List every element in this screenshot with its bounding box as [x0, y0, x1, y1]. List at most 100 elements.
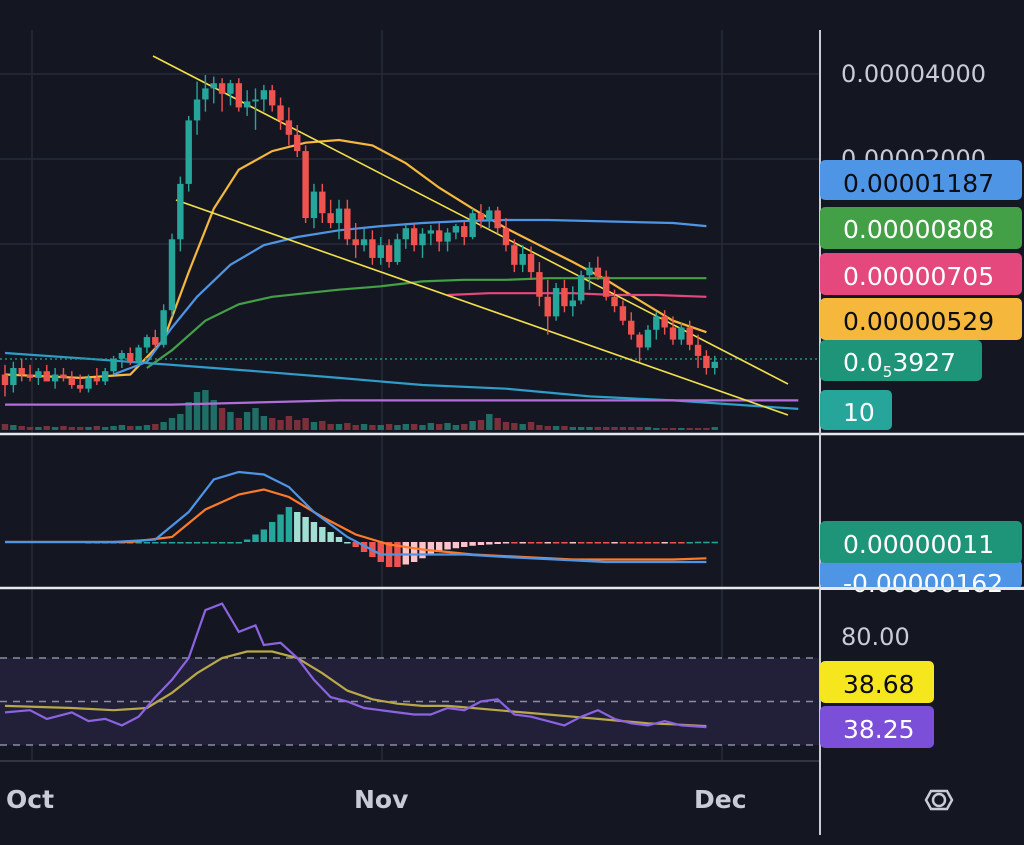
candle-body	[377, 245, 384, 258]
candle-body	[669, 327, 677, 340]
volume-bar	[486, 414, 493, 430]
candle-body	[569, 300, 576, 307]
candle-body	[686, 327, 693, 345]
volume-bar	[436, 424, 443, 430]
macd-histogram-bar	[469, 542, 476, 546]
volume-bar	[118, 425, 126, 430]
candle-body	[644, 329, 652, 348]
macd-histogram-bar	[427, 542, 435, 555]
macd-pane	[5, 470, 718, 567]
macd-histogram-bar	[511, 542, 518, 544]
candle-body	[177, 183, 184, 240]
candle-body	[335, 208, 343, 224]
candle-body	[152, 337, 159, 345]
last-price-suffix: 3927	[892, 348, 956, 377]
candle-body	[43, 371, 50, 382]
last-price-prefix: 0.0	[843, 348, 883, 377]
macd-histogram-bar	[269, 522, 276, 542]
macd-tag-blue-text: -0.00000162	[843, 569, 1003, 598]
settings-center	[931, 792, 947, 808]
candle-body	[653, 316, 660, 330]
candle-body	[360, 239, 368, 246]
macd-histogram-bar	[519, 542, 526, 544]
volume-tag-bg	[820, 390, 892, 430]
date-label-dec: Dec	[694, 785, 747, 814]
macd-histogram-bar	[544, 542, 551, 544]
macd-histogram-bar	[344, 542, 351, 544]
volume-bar	[193, 392, 201, 430]
macd-tag-green-text: 0.00000011	[843, 530, 994, 559]
candle-body	[160, 310, 167, 345]
price-tag-pink: 0.00000705	[820, 253, 1022, 295]
candle-body	[394, 239, 401, 263]
price-tag-yellow: 0.00000529	[820, 298, 1022, 340]
volume-bar	[594, 427, 602, 430]
volume-bar	[619, 427, 627, 430]
candlesticks	[1, 75, 718, 397]
volume-tag: 10	[820, 390, 892, 430]
candle-body	[260, 90, 268, 100]
volume-bar	[269, 418, 276, 430]
volume-bar	[335, 424, 343, 430]
candle-body	[76, 384, 84, 389]
volume-bar	[227, 412, 234, 430]
candle-body	[235, 83, 242, 108]
candle-body	[135, 347, 142, 362]
volume-bar	[202, 390, 209, 430]
volume-bar	[369, 425, 376, 430]
candle-body	[227, 83, 234, 94]
rsi-tag-yellow-bg	[820, 661, 934, 703]
macd-histogram-bar	[402, 542, 409, 565]
volume-bar	[243, 412, 251, 430]
macd-histogram-bar	[235, 542, 242, 544]
volume-bar	[603, 427, 610, 430]
rsi-line	[4, 602, 707, 729]
macd-histogram-bar	[653, 542, 660, 544]
macd-histogram-bar	[603, 542, 610, 544]
candle-body	[35, 371, 42, 378]
volume-bar	[18, 426, 25, 430]
date-label-nov: Nov	[354, 785, 408, 814]
macd-histogram-bar	[494, 542, 501, 544]
candle-body	[285, 120, 293, 135]
macd-histogram-bar	[377, 542, 384, 562]
candle-body	[102, 371, 109, 382]
price-tag-green: 0.00000808	[820, 207, 1022, 249]
macd-tag-blue: -0.00000162	[820, 560, 1022, 598]
candle-body	[93, 377, 101, 382]
candle-body	[502, 228, 510, 246]
volume-bar	[577, 427, 585, 430]
volume-bars	[1, 390, 718, 430]
volume-bar	[160, 422, 167, 430]
candle-body	[636, 334, 643, 348]
macd-histogram-bar	[644, 542, 652, 544]
candle-body	[51, 374, 59, 382]
price-tag-yellow-bg	[820, 298, 1022, 340]
candle-body	[469, 213, 476, 237]
macd-histogram-bar	[135, 542, 142, 544]
volume-bar	[127, 426, 134, 430]
volume-bar	[544, 426, 551, 430]
price-tag-pink-text: 0.00000705	[843, 262, 994, 291]
volume-bar	[352, 425, 359, 430]
candle-body	[577, 275, 585, 301]
macd-histogram-bar	[477, 542, 485, 545]
candle-body	[452, 226, 460, 233]
price-tag-pink-bg	[820, 253, 1022, 295]
macd-histogram-bar	[669, 542, 677, 544]
volume-bar	[410, 424, 418, 430]
volume-bar	[10, 425, 17, 430]
macd-histogram-bar	[527, 542, 535, 544]
hexagon-gear-icon[interactable]	[924, 789, 954, 811]
macd-histogram-bar	[436, 542, 443, 552]
rsi-ma-line	[4, 650, 707, 728]
macd-histogram-bar	[410, 542, 418, 562]
macd-histogram-bar	[577, 542, 585, 544]
volume-bar	[552, 426, 560, 430]
volume-bar	[85, 427, 92, 430]
candle-body	[477, 213, 485, 220]
candle-body	[628, 320, 635, 335]
rsi-tag-purple: 38.25	[820, 706, 934, 748]
macd-histogram-bar	[327, 532, 334, 542]
